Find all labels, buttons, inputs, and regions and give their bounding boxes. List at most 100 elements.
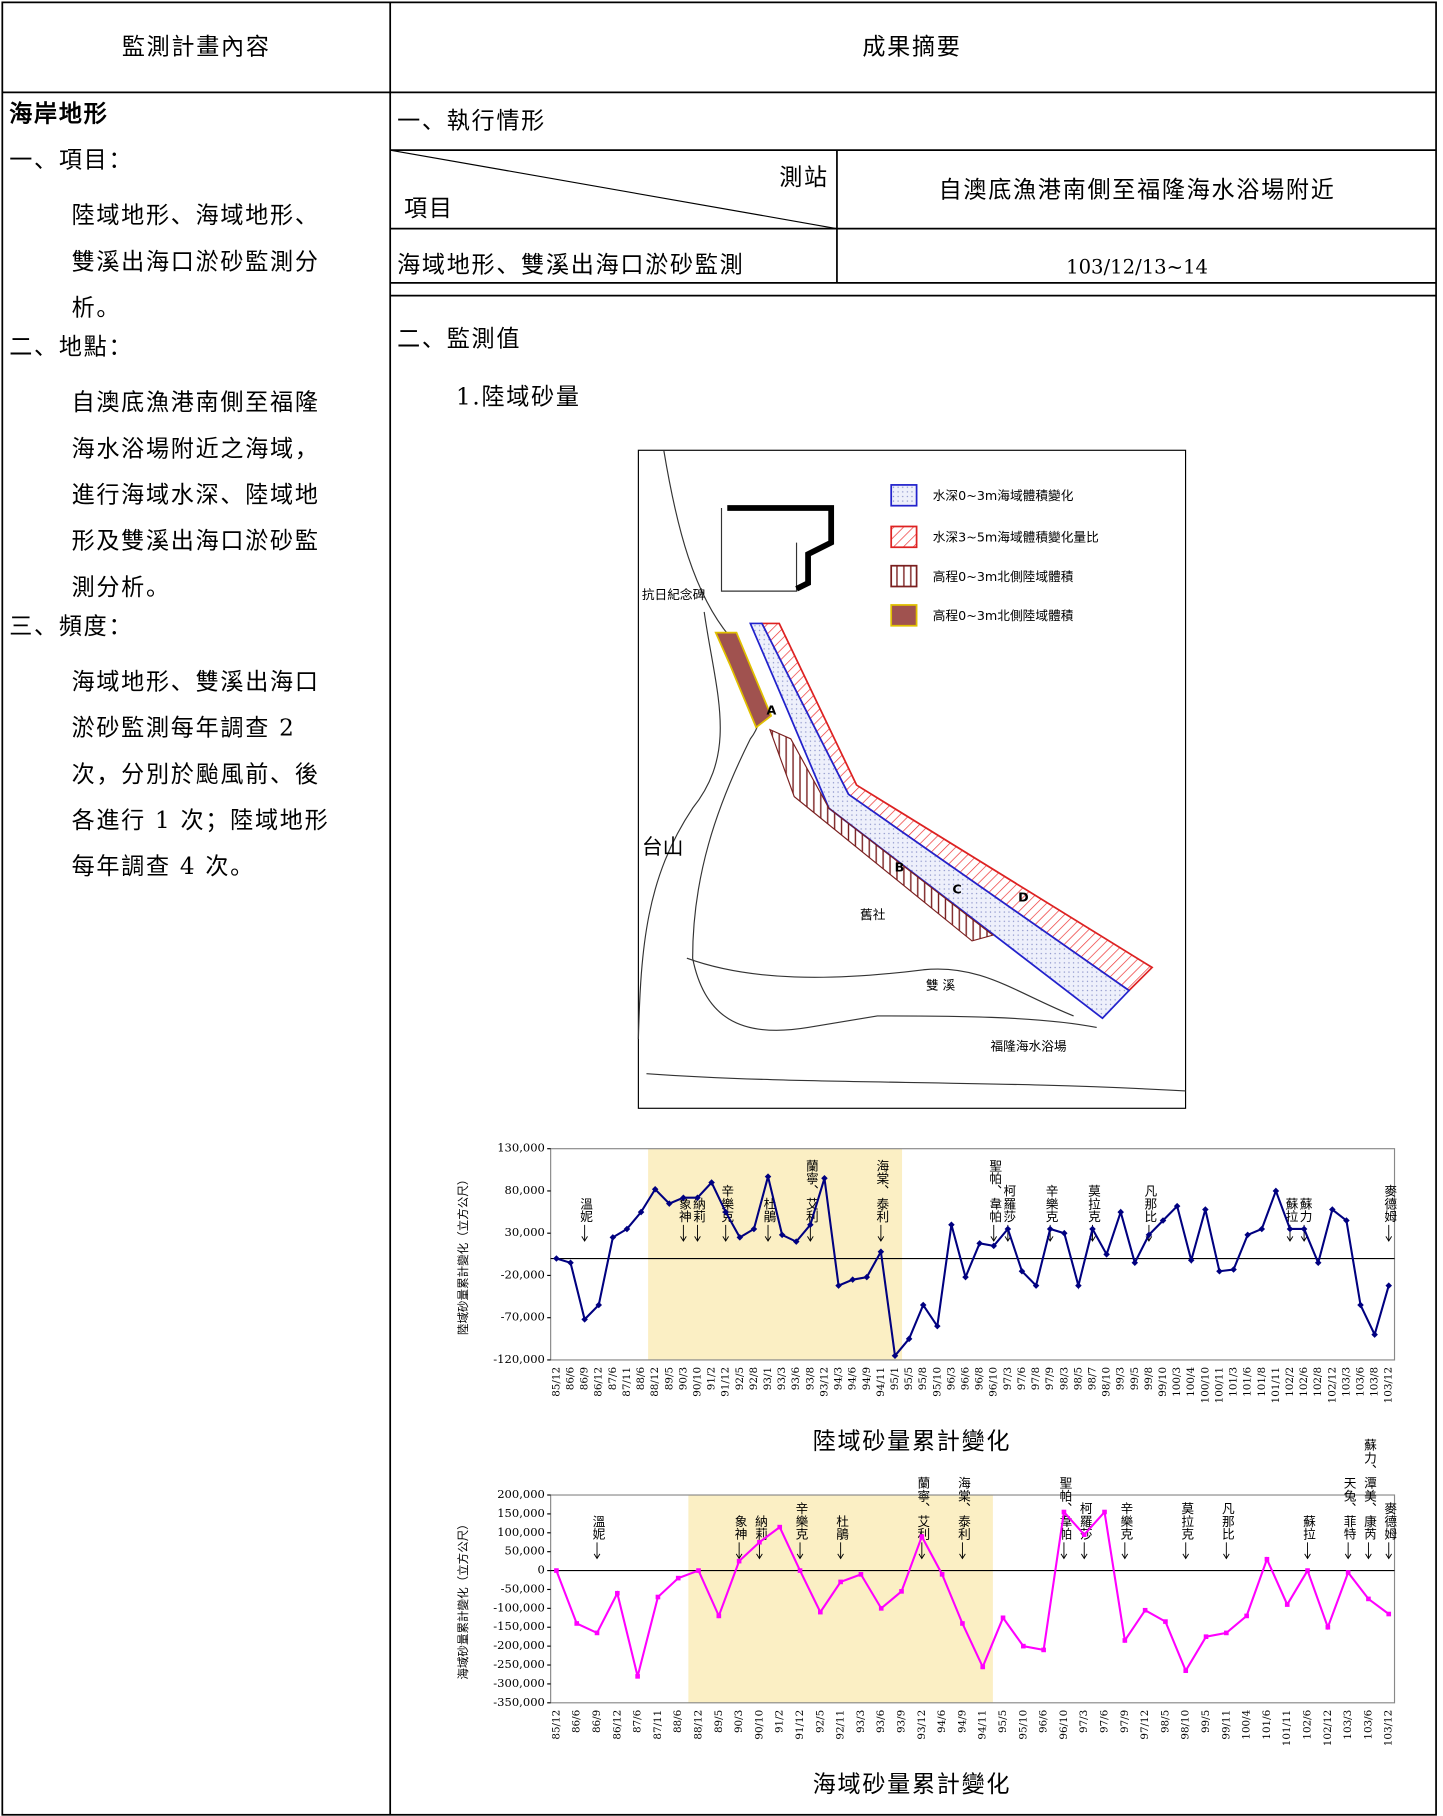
annotation: 辛樂克	[1118, 1502, 1133, 1542]
data-point	[757, 1539, 762, 1545]
data-point	[722, 1208, 729, 1216]
data-point	[1183, 1668, 1189, 1673]
map-label: 台山	[642, 835, 684, 859]
data-point	[1314, 1259, 1322, 1267]
x-tick-label: 94/11	[875, 1367, 887, 1397]
x-tick-label: 90/3	[733, 1710, 745, 1733]
x-tick-label: 98/5	[1159, 1710, 1171, 1733]
y-tick-label: 80,000	[505, 1183, 545, 1197]
annotation: 柯羅莎	[1001, 1184, 1016, 1223]
annotation-arrowhead	[959, 1553, 966, 1560]
data-point	[716, 1613, 722, 1619]
data-line	[555, 1509, 1390, 1677]
chart-title: 陸域砂量累計變化	[813, 1429, 1011, 1455]
map-label: D	[1018, 890, 1029, 905]
x-tick-label: 100/3	[1171, 1367, 1183, 1397]
data-point	[838, 1579, 843, 1585]
annotation-arrowhead	[918, 1553, 926, 1560]
x-tick-label: 88/6	[672, 1710, 684, 1733]
annotation: 蘇力、潭美、康芮	[1362, 1439, 1377, 1541]
x-tick-label: 96/3	[945, 1367, 957, 1390]
x-tick-label: 101/8	[1256, 1367, 1268, 1397]
annotation: 蘭寧、艾利	[915, 1477, 930, 1541]
y-tick-label: 130,000	[497, 1141, 545, 1155]
y-tick-label: 50,000	[505, 1544, 545, 1558]
x-tick-label: 96/6	[960, 1367, 972, 1390]
annotation: 蘇拉	[1283, 1197, 1298, 1223]
data-point	[1061, 1509, 1067, 1515]
data-point	[708, 1179, 715, 1186]
data-point	[637, 1208, 645, 1216]
x-tick-label: 95/5	[903, 1367, 915, 1390]
data-point	[1046, 1225, 1054, 1233]
data-point	[1216, 1267, 1223, 1275]
x-tick-label: 98/7	[1086, 1367, 1098, 1390]
annotation: 凡那比	[1220, 1502, 1235, 1542]
x-tick-label: 102/8	[1312, 1367, 1324, 1397]
x-tick-label: 93/6	[875, 1710, 887, 1733]
data-point	[1366, 1596, 1371, 1602]
x-tick-label: 97/3	[1078, 1710, 1090, 1733]
x-tick-label: 99/5	[1200, 1710, 1212, 1733]
data-point	[1385, 1282, 1393, 1289]
data-point	[1230, 1266, 1237, 1273]
x-tick-label: 101/3	[1228, 1367, 1240, 1397]
annotation-arrowhead	[990, 1236, 998, 1242]
x-tick-label: 90/10	[753, 1710, 765, 1740]
section-title: 二、監測值	[397, 327, 521, 353]
x-tick-label: 90/3	[677, 1367, 689, 1390]
x-tick-label: 97/8	[1030, 1367, 1042, 1390]
annotation-arrowhead	[1286, 1236, 1294, 1242]
data-point	[899, 1589, 904, 1594]
x-tick-label: 93/3	[855, 1710, 867, 1733]
map-label: 舊社	[860, 907, 886, 922]
text-line: 自澳底漁港南側至福隆	[72, 390, 320, 416]
annotation: 聖帕、韋帕	[987, 1159, 1002, 1223]
map-label: A	[767, 703, 777, 718]
annotation-arrowhead	[1344, 1553, 1352, 1560]
highlight-band	[688, 1495, 993, 1703]
map-legend: 高程0~3m北側陸域體積	[933, 608, 1074, 623]
annotation-arrowhead	[1365, 1553, 1372, 1560]
annotation-arrowhead	[807, 1236, 814, 1242]
x-tick-label: 92/8	[748, 1367, 760, 1390]
map-label: C	[952, 882, 961, 897]
text-line: 海水浴場附近之海域，	[72, 436, 320, 462]
map-label: 抗日紀念碑	[642, 587, 706, 602]
data-point	[1371, 1331, 1378, 1338]
text-line: 析。	[72, 295, 122, 321]
data-point	[1041, 1647, 1046, 1653]
data-point	[1102, 1509, 1107, 1515]
x-tick-label: 98/3	[1058, 1367, 1070, 1390]
x-tick-label: 100/11	[1213, 1367, 1225, 1404]
section-title: 一、執行情形	[397, 108, 546, 134]
x-tick-label: 103/6	[1355, 1367, 1367, 1397]
annotation: 蘇力	[1298, 1197, 1313, 1224]
x-tick-label: 86/6	[571, 1710, 583, 1733]
annotation: 天兔、菲特	[1342, 1477, 1357, 1541]
data-point	[1343, 1217, 1350, 1224]
x-tick-label: 102/6	[1302, 1710, 1314, 1740]
data-point	[1244, 1231, 1251, 1239]
x-tick-label: 99/11	[1220, 1710, 1232, 1740]
x-tick-label: 101/6	[1242, 1367, 1254, 1397]
annotation-arrowhead	[581, 1236, 588, 1242]
data-point	[1203, 1634, 1209, 1639]
data-point	[581, 1316, 588, 1323]
data-point	[934, 1322, 941, 1330]
map-label: B	[895, 860, 905, 875]
annotation: 杜鵑	[834, 1515, 849, 1542]
x-tick-label: 99/10	[1157, 1367, 1169, 1397]
x-tick-label: 103/12	[1383, 1367, 1395, 1404]
annotation-arrowhead	[1121, 1553, 1129, 1560]
x-tick-label: 88/12	[693, 1710, 705, 1740]
annotation-arrowhead	[1080, 1553, 1088, 1560]
data-point	[858, 1572, 864, 1577]
text-line: 形及雙溪出海口淤砂監	[72, 529, 320, 555]
x-tick-label: 87/11	[652, 1710, 664, 1740]
table-header: 測站	[779, 165, 829, 191]
annotation-arrowhead	[1223, 1553, 1230, 1560]
x-tick-label: 93/6	[790, 1367, 802, 1390]
annotation-arrowhead	[593, 1553, 601, 1560]
data-point	[1284, 1602, 1290, 1607]
